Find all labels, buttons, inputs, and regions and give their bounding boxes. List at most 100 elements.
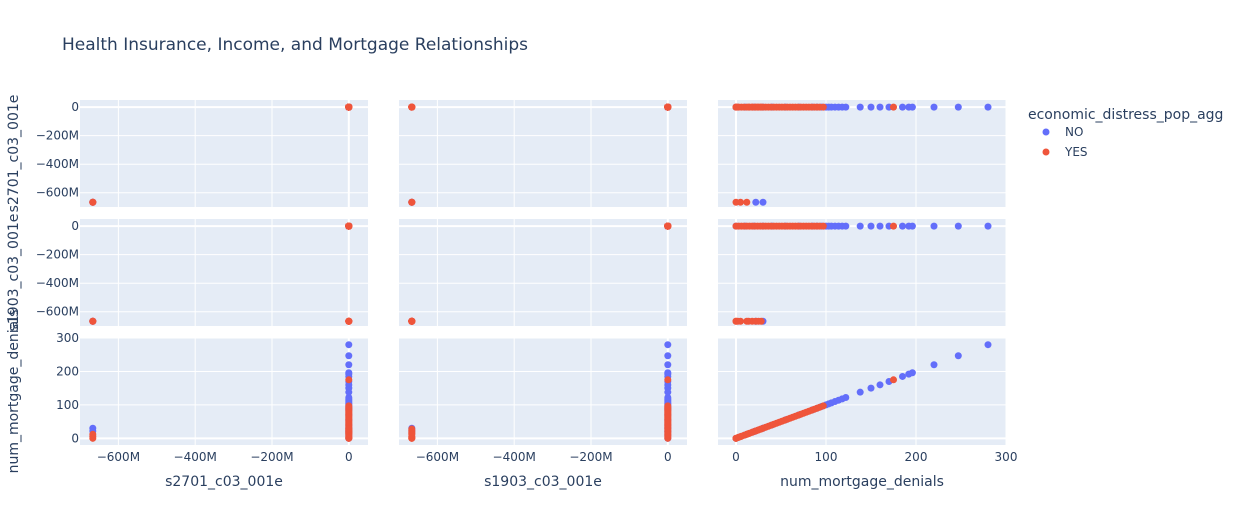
data-point[interactable]	[345, 376, 353, 384]
data-point[interactable]	[664, 103, 672, 111]
data-point[interactable]	[930, 222, 938, 230]
data-point[interactable]	[890, 103, 897, 111]
x-tick-label: 0	[664, 450, 672, 464]
panel-0-1	[399, 100, 687, 207]
x-tick-label: 100	[815, 450, 838, 464]
data-point[interactable]	[345, 425, 353, 433]
data-point[interactable]	[737, 317, 744, 325]
data-point[interactable]	[89, 430, 97, 438]
data-point[interactable]	[757, 317, 765, 325]
data-point[interactable]	[743, 430, 751, 438]
data-point[interactable]	[664, 361, 672, 369]
data-point[interactable]	[856, 222, 864, 230]
data-point[interactable]	[984, 341, 992, 349]
data-point[interactable]	[899, 372, 906, 380]
data-point[interactable]	[408, 103, 416, 111]
data-point[interactable]	[954, 222, 962, 230]
data-point[interactable]	[345, 222, 353, 230]
data-point[interactable]	[819, 222, 827, 230]
data-point[interactable]	[876, 222, 884, 230]
data-point[interactable]	[842, 103, 850, 111]
y-tick-label: 200	[56, 364, 79, 378]
plot-background	[80, 338, 368, 445]
data-point[interactable]	[408, 425, 416, 433]
x-tick-label: 0	[732, 450, 740, 464]
data-point[interactable]	[984, 103, 992, 111]
data-point[interactable]	[345, 369, 353, 377]
data-point[interactable]	[757, 425, 765, 433]
data-point[interactable]	[930, 361, 938, 369]
y-axis-title: s1903_c03_001e	[6, 214, 22, 332]
data-point[interactable]	[345, 352, 353, 360]
data-point[interactable]	[345, 103, 353, 111]
data-point[interactable]	[737, 198, 744, 206]
data-point[interactable]	[819, 103, 827, 111]
data-point[interactable]	[664, 394, 672, 402]
data-point[interactable]	[345, 394, 353, 402]
plot-background	[399, 100, 687, 207]
data-point[interactable]	[408, 198, 416, 206]
data-point[interactable]	[908, 222, 916, 230]
data-point[interactable]	[984, 222, 992, 230]
data-point[interactable]	[842, 222, 850, 230]
data-point[interactable]	[908, 103, 916, 111]
data-point[interactable]	[867, 222, 875, 230]
data-point[interactable]	[734, 103, 742, 111]
data-point[interactable]	[345, 317, 353, 325]
data-point[interactable]	[89, 424, 97, 432]
x-tick-label: −600M	[97, 450, 140, 464]
data-point[interactable]	[954, 352, 962, 360]
x-tick-label: −400M	[493, 450, 536, 464]
series-YES	[89, 376, 353, 442]
data-point[interactable]	[664, 369, 672, 377]
data-point[interactable]	[664, 352, 672, 360]
y-tick-label: 100	[56, 398, 79, 412]
x-tick-label: 300	[995, 450, 1018, 464]
data-point[interactable]	[757, 103, 765, 111]
data-point[interactable]	[664, 376, 672, 384]
legend[interactable]: economic_distress_pop_agg NO YES	[1028, 107, 1223, 159]
series-YES	[408, 222, 672, 325]
series-YES	[732, 376, 897, 442]
data-point[interactable]	[856, 103, 864, 111]
data-point[interactable]	[89, 317, 97, 325]
data-point[interactable]	[954, 103, 962, 111]
y-tick-label: 0	[71, 100, 79, 114]
data-point[interactable]	[345, 341, 353, 349]
data-point[interactable]	[930, 103, 938, 111]
data-point[interactable]	[899, 103, 906, 111]
data-point[interactable]	[908, 369, 916, 377]
y-tick-label: −600M	[36, 305, 79, 319]
x-tick-label: −400M	[174, 450, 217, 464]
data-point[interactable]	[345, 402, 353, 410]
data-point[interactable]	[737, 433, 744, 441]
data-point[interactable]	[408, 317, 416, 325]
data-point[interactable]	[876, 381, 884, 389]
panel-2-0: 0 100 200 300 −600M −400M −200M 0	[56, 331, 368, 464]
data-point[interactable]	[759, 198, 767, 206]
data-point[interactable]	[890, 376, 897, 384]
data-point[interactable]	[664, 341, 672, 349]
data-point[interactable]	[890, 222, 897, 230]
data-point[interactable]	[743, 317, 751, 325]
data-point[interactable]	[664, 402, 672, 410]
data-point[interactable]	[876, 103, 884, 111]
data-point[interactable]	[842, 394, 850, 402]
data-point[interactable]	[752, 198, 760, 206]
data-point[interactable]	[899, 222, 906, 230]
data-point[interactable]	[408, 430, 416, 438]
panel-1-0: 0 −200M −400M −600M	[36, 219, 368, 326]
data-point[interactable]	[345, 361, 353, 369]
data-point[interactable]	[867, 384, 875, 392]
data-point[interactable]	[856, 388, 864, 396]
data-point[interactable]	[89, 198, 97, 206]
panels-group: 0 −200M −400M −600M 0 −200M −400M −600M 0 100 200 3…	[6, 95, 1017, 490]
data-point[interactable]	[743, 198, 751, 206]
legend-item-YES[interactable]: YES	[1042, 145, 1088, 159]
data-point[interactable]	[867, 103, 875, 111]
data-point[interactable]	[819, 402, 827, 410]
legend-item-NO[interactable]: NO	[1042, 125, 1084, 139]
plot-background	[399, 338, 687, 445]
data-point[interactable]	[664, 222, 672, 230]
